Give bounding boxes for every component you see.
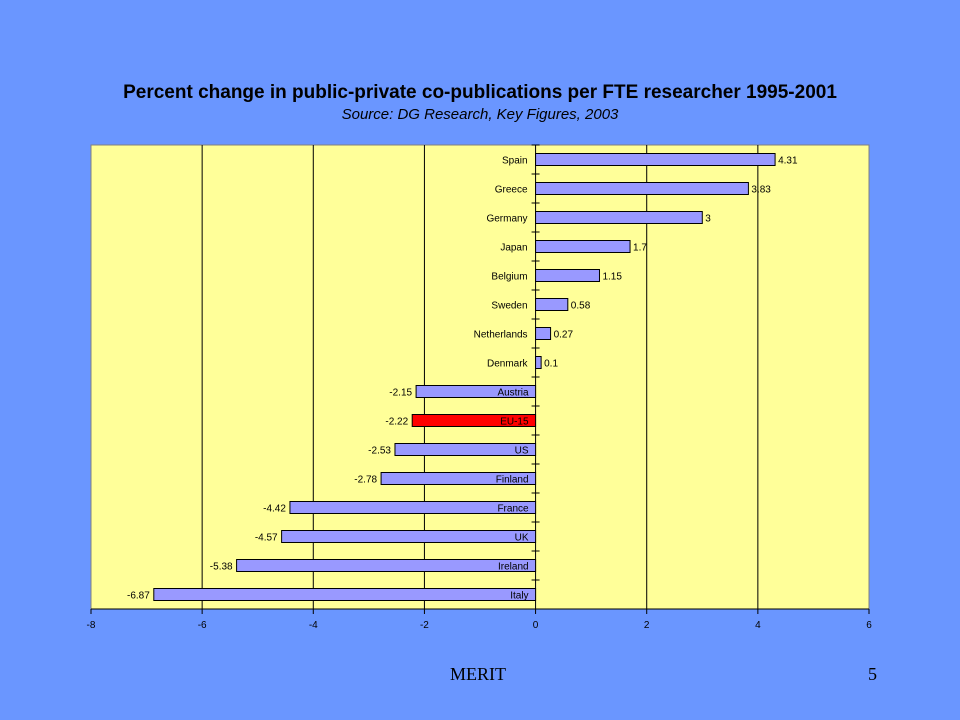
chart-title: Percent change in public-private co-publ… — [123, 82, 837, 103]
footer-org-label: MERIT — [450, 664, 506, 684]
bar-ireland — [236, 559, 537, 572]
category-label-japan: Japan — [500, 243, 527, 254]
value-label-france: -4.42 — [263, 504, 286, 515]
bar-spain — [535, 153, 776, 166]
x-tick-label-7: 6 — [866, 620, 872, 631]
bar-belgium — [535, 269, 600, 282]
value-label-uk: -4.57 — [255, 533, 278, 544]
value-label-eu-15: -2.22 — [385, 417, 408, 428]
grid-lines — [201, 145, 759, 609]
value-label-denmark: 0.1 — [544, 359, 558, 370]
bar-us — [394, 443, 537, 456]
bar-netherlands — [535, 327, 552, 340]
x-tick-label-6: 4 — [755, 620, 761, 631]
value-label-spain: 4.31 — [778, 156, 798, 167]
value-label-greece: 3.83 — [751, 185, 771, 196]
x-tick-label-2: -4 — [309, 620, 318, 631]
category-label-italy: Italy — [510, 591, 528, 602]
x-tick-label-0: -8 — [87, 620, 96, 631]
value-label-belgium: 1.15 — [602, 272, 622, 283]
slide-number: 5 — [868, 664, 877, 684]
category-label-ireland: Ireland — [498, 562, 529, 573]
bar-uk — [281, 530, 537, 543]
value-label-us: -2.53 — [368, 446, 391, 457]
x-tick-label-1: -6 — [198, 620, 207, 631]
value-label-ireland: -5.38 — [210, 562, 233, 573]
bar-eu-15 — [411, 414, 537, 427]
category-label-france: France — [497, 504, 529, 515]
category-label-us: US — [515, 446, 529, 457]
value-label-japan: 1.7 — [633, 243, 647, 254]
category-label-germany: Germany — [486, 214, 527, 225]
bar-denmark — [535, 356, 542, 369]
value-label-netherlands: 0.27 — [554, 330, 574, 341]
category-label-greece: Greece — [495, 185, 528, 196]
x-tick-label-5: 2 — [644, 620, 650, 631]
x-tick-label-4: 0 — [533, 620, 539, 631]
chart-subtitle: Source: DG Research, Key Figures, 2003 — [341, 106, 619, 123]
category-label-austria: Austria — [497, 388, 529, 399]
value-label-austria: -2.15 — [389, 388, 412, 399]
value-label-italy: -6.87 — [127, 591, 150, 602]
category-label-netherlands: Netherlands — [474, 330, 528, 341]
category-label-uk: UK — [515, 533, 529, 544]
bar-finland — [380, 472, 537, 485]
category-label-belgium: Belgium — [491, 272, 527, 283]
bar-austria — [415, 385, 537, 398]
category-label-denmark: Denmark — [487, 359, 529, 370]
value-label-finland: -2.78 — [354, 475, 377, 486]
bar-japan — [535, 240, 631, 253]
value-label-germany: 3 — [705, 214, 711, 225]
x-tick-label-3: -2 — [420, 620, 429, 631]
bar-greece — [535, 182, 749, 195]
bar-italy — [153, 588, 537, 601]
category-label-spain: Spain — [502, 156, 528, 167]
bar-germany — [535, 211, 703, 224]
bar-france — [289, 501, 537, 514]
category-label-finland: Finland — [496, 475, 529, 486]
value-label-sweden: 0.58 — [571, 301, 591, 312]
category-label-sweden: Sweden — [491, 301, 527, 312]
x-axis: -8 -6 -4 -2 0 2 4 6 — [87, 608, 872, 631]
bars: Spain 4.31 Greece 3.83 Germany 3 Japan 1.7 Belgi… — [127, 153, 798, 602]
bar-sweden — [535, 298, 569, 311]
category-label-eu-15: EU-15 — [500, 417, 529, 428]
